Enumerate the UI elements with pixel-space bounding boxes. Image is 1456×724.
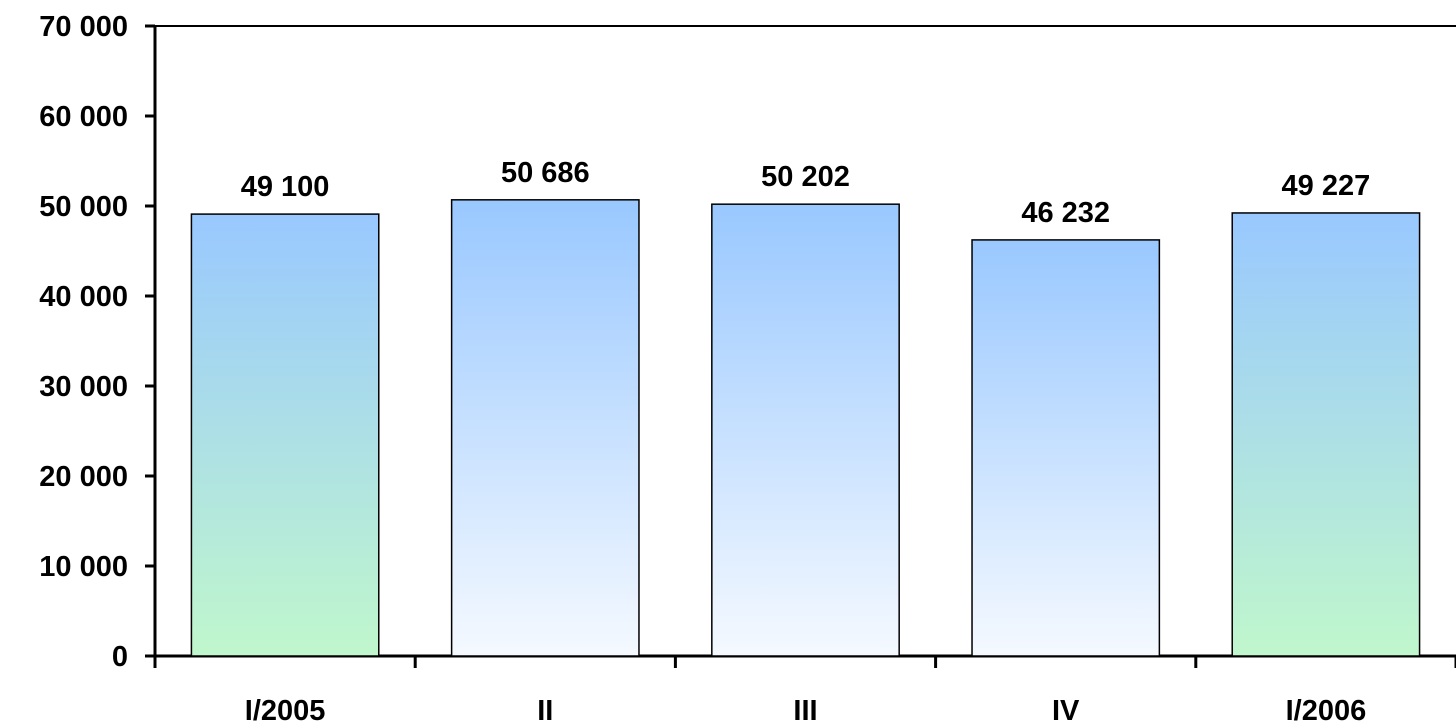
data-label: 49 227 (1282, 170, 1371, 202)
data-label: 50 686 (501, 157, 590, 189)
x-category-label: II (537, 695, 553, 724)
bar-ii (450, 199, 640, 657)
x-category-label: IV (1052, 695, 1080, 724)
x-category-label: I/2005 (245, 695, 326, 724)
x-category-label: I/2006 (1286, 695, 1367, 724)
y-axis: 0 10 000 20 000 30 000 40 000 50 000 60 000 70 … (39, 11, 1456, 673)
bar-iv (971, 239, 1161, 657)
y-tick-label: 20 000 (39, 461, 128, 493)
bars (190, 199, 1421, 657)
y-tick-label: 60 000 (39, 101, 128, 133)
y-tick-label: 0 (112, 641, 128, 673)
y-tick-label: 10 000 (39, 551, 128, 583)
bar-i-2005 (190, 213, 380, 657)
data-labels: 49 100 50 686 50 202 46 232 49 227 (241, 157, 1371, 229)
bar-i-2006 (1231, 212, 1421, 657)
data-label: 50 202 (761, 161, 850, 193)
y-tick-label: 40 000 (39, 281, 128, 313)
y-tick-label: 70 000 (39, 11, 128, 43)
data-label: 46 232 (1021, 197, 1110, 229)
y-tick-label: 30 000 (39, 371, 128, 403)
y-tick-label: 50 000 (39, 191, 128, 223)
bar-iii (711, 203, 900, 657)
category-labels: I/2005 II III IV I/2006 (245, 695, 1366, 724)
x-category-label: III (793, 695, 817, 724)
x-axis (153, 654, 1456, 668)
data-label: 49 100 (241, 171, 330, 203)
